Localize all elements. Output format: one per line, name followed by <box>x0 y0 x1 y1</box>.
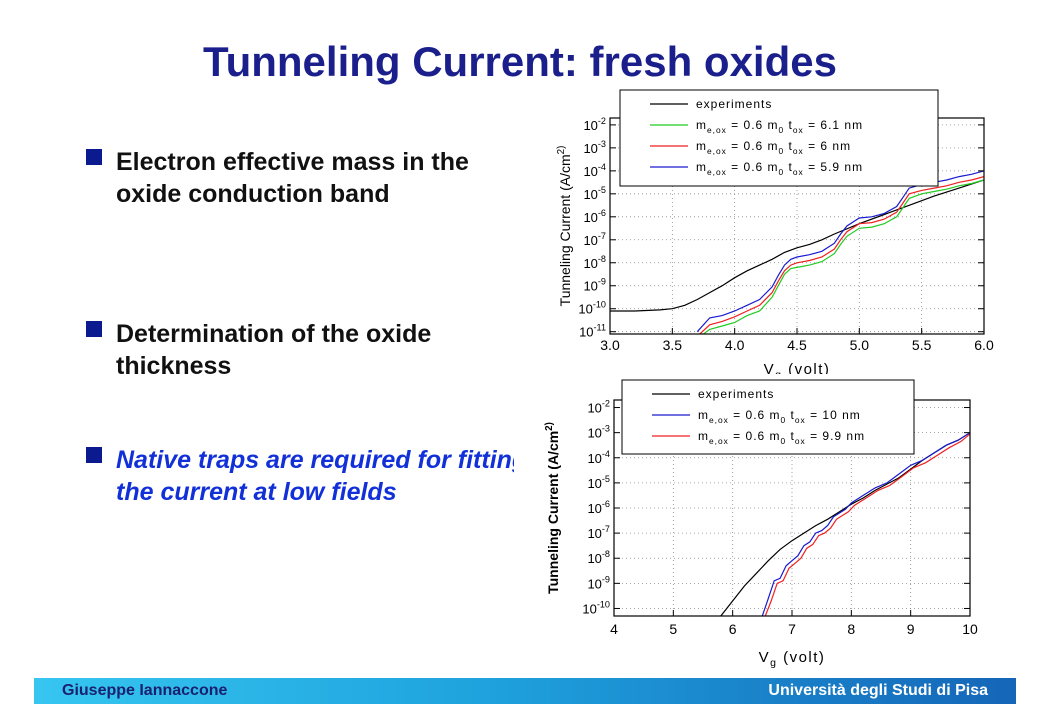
x-tick-label: 5 <box>669 621 677 637</box>
legend-label-2: me,ox = 0.6 m0 tox = 9.9 nm <box>698 429 865 446</box>
x-tick-label: 3.0 <box>600 337 620 353</box>
footer-author: Giuseppe Iannaccone <box>62 682 228 699</box>
y-tick-label: 10-3 <box>587 424 610 441</box>
legend-label-0: experiments <box>696 97 772 111</box>
chart-fresh-oxides-10nm: 4 5 6 7 8 9 10 10-2 10-3 10-4 10-5 10-6 10-7 10-8 10-9… <box>514 374 990 672</box>
x-tick-label: 10 <box>962 621 978 637</box>
bullet-square-icon <box>86 149 102 165</box>
series-line-3 <box>696 170 984 333</box>
y-tick-label: 10-5 <box>583 185 606 202</box>
x-tick-label: 4.0 <box>725 337 745 353</box>
y-tick-label: 10-4 <box>587 449 610 466</box>
legend-box <box>621 379 915 455</box>
legend-label-0: experiments <box>698 387 774 401</box>
y-tick-label: 10-7 <box>583 231 606 248</box>
x-tick-label: 7 <box>788 621 796 637</box>
y-tick-label: 10-3 <box>583 139 606 156</box>
bullet-square-icon <box>86 447 102 463</box>
x-tick-label: 8 <box>847 621 855 637</box>
slide-title: Tunneling Current: fresh oxides <box>203 38 837 85</box>
chart-1-svg: 4 5 6 7 8 9 10 10-2 10-3 10-4 10-5 10-6 10-7 10-8 10-9… <box>544 379 978 669</box>
chart-0-svg: 3.0 3.5 4.0 4.5 5.0 5.5 6.0 10-2 10-3 10-4 10-5 10-… <box>556 89 994 380</box>
x-tick-label: 6 <box>729 621 737 637</box>
bullet-item: Determination of the oxide thickness <box>86 318 536 382</box>
bullet-text: Determination of the oxide thickness <box>116 320 432 380</box>
legend-label-2: me,ox = 0.6 m0 tox = 6 nm <box>696 139 851 156</box>
series-line-2 <box>699 176 984 334</box>
x-tick-label: 5.0 <box>850 337 870 353</box>
x-tick-label: 6.0 <box>974 337 994 353</box>
y-tick-label: 10-11 <box>579 323 606 340</box>
y-axis-label: Tunneling Current (A/cm2) <box>544 422 561 594</box>
bullet-item: Electron effective mass in the oxide con… <box>86 146 536 210</box>
y-tick-label: 10-10 <box>578 300 606 317</box>
x-axis-label: Vg (volt) <box>759 649 826 669</box>
chart-fresh-oxides-6nm: 3.0 3.5 4.0 4.5 5.0 5.5 6.0 10-2 10-3 10-4 10-5 10-… <box>528 88 1000 380</box>
y-tick-label: 10-9 <box>583 277 606 294</box>
y-axis-label: Tunneling Current (A/cm2) <box>556 146 573 307</box>
y-tick-label: 10-6 <box>583 208 606 225</box>
y-tick-label: 10-7 <box>587 524 610 541</box>
y-tick-label: 10-2 <box>583 116 606 133</box>
bullet-item: Native traps are required for fitting th… <box>86 444 536 508</box>
series-line-1 <box>761 432 970 616</box>
legend-label-1: me,ox = 0.6 m0 tox = 6.1 nm <box>696 118 863 135</box>
x-tick-label: 4 <box>610 621 618 637</box>
footer-bar: Giuseppe Iannaccone Università degli Stu… <box>34 678 1016 704</box>
bullet-text: Electron effective mass in the oxide con… <box>116 148 469 208</box>
y-tick-label: 10-10 <box>582 599 610 616</box>
y-tick-label: 10-4 <box>583 162 606 179</box>
series-line-1 <box>703 179 984 334</box>
y-tick-label: 10-5 <box>587 474 610 491</box>
y-tick-label: 10-6 <box>587 499 610 516</box>
series-line-0 <box>720 432 970 616</box>
y-tick-label: 10-2 <box>587 399 610 416</box>
footer-institution: Università degli Studi di Pisa <box>768 682 988 699</box>
y-tick-label: 10-8 <box>583 254 606 271</box>
y-tick-label: 10-8 <box>587 549 610 566</box>
bullet-text: Native traps are required for fitting th… <box>116 446 528 506</box>
legend-label-3: me,ox = 0.6 m0 tox = 5.9 nm <box>696 160 863 177</box>
y-tick-label: 10-9 <box>587 574 610 591</box>
x-tick-label: 5.5 <box>912 337 932 353</box>
x-tick-label: 9 <box>907 621 915 637</box>
legend-label-1: me,ox = 0.6 m0 tox = 10 nm <box>698 408 861 425</box>
legend-box <box>619 89 939 187</box>
series-line-0 <box>610 179 984 312</box>
series-line-2 <box>764 433 970 616</box>
x-tick-label: 4.5 <box>787 337 807 353</box>
x-tick-label: 3.5 <box>663 337 683 353</box>
bullet-square-icon <box>86 321 102 337</box>
